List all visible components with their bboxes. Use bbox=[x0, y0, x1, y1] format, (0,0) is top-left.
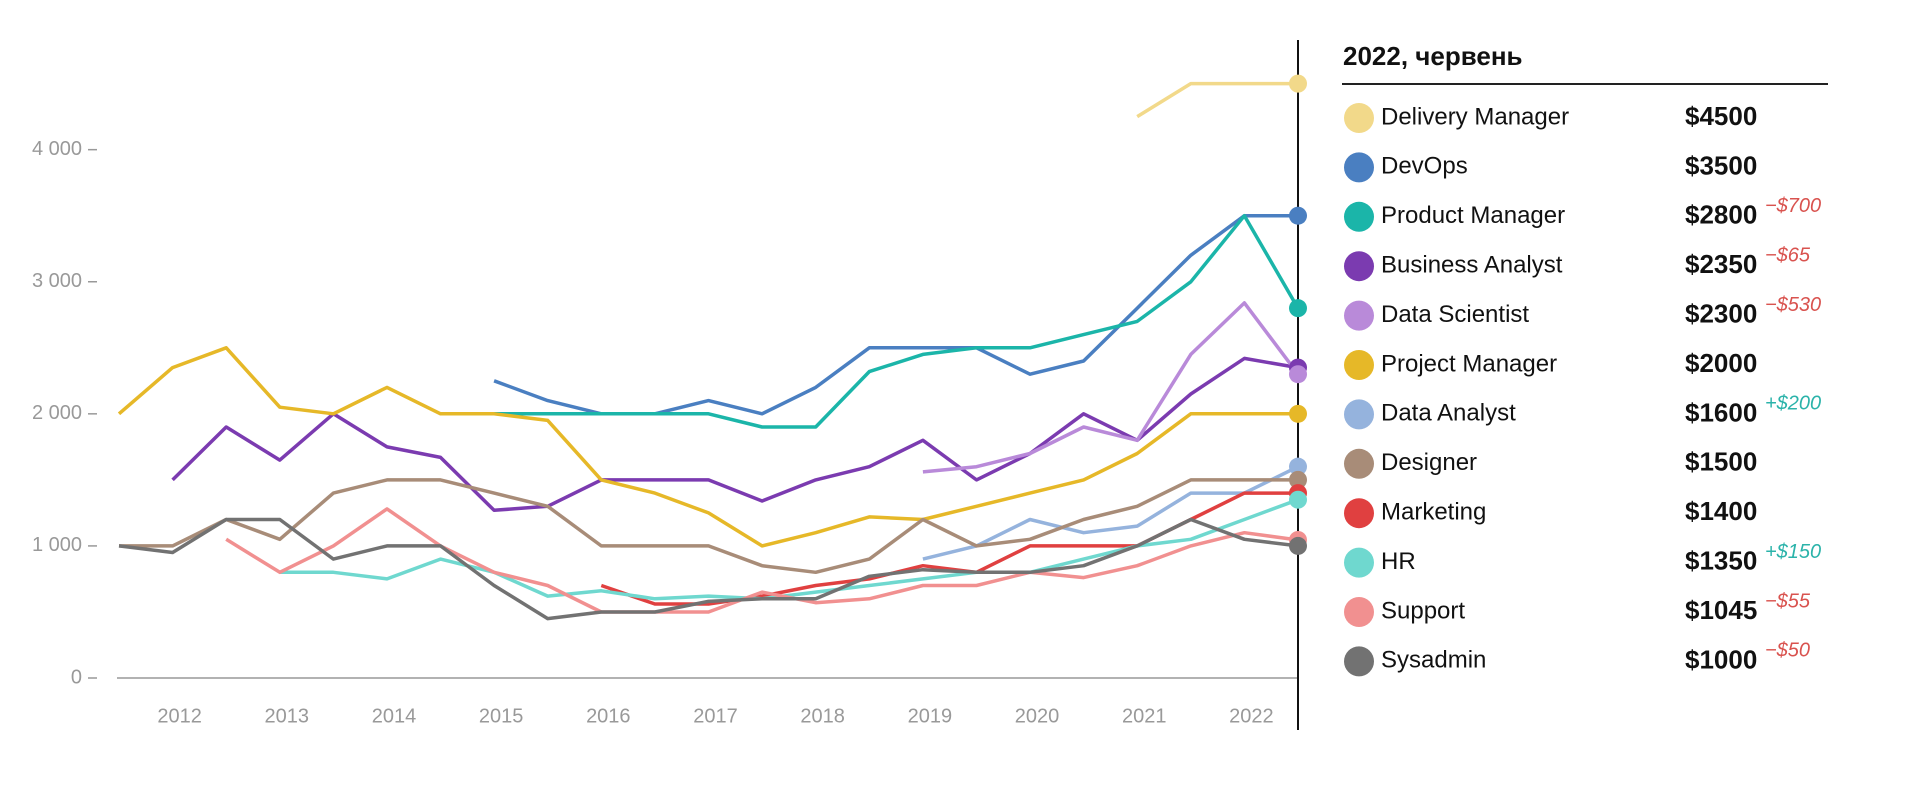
y-tick-label: 2 000 bbox=[32, 402, 82, 424]
legend-swatch bbox=[1344, 152, 1374, 183]
legend-change: −$700 bbox=[1765, 195, 1821, 217]
legend-value: $4500 bbox=[1685, 101, 1757, 131]
series-line bbox=[171, 356, 1299, 513]
legend-value: $2300 bbox=[1685, 298, 1757, 328]
legend-change: −$55 bbox=[1765, 590, 1811, 612]
x-tick-label: 2020 bbox=[1015, 705, 1060, 727]
legend-value: $1600 bbox=[1685, 397, 1757, 427]
legend-value: $2000 bbox=[1685, 348, 1757, 378]
end-marker bbox=[1289, 404, 1307, 423]
legend-label: Delivery Manager bbox=[1381, 103, 1569, 130]
x-tick-label: 2022 bbox=[1229, 705, 1274, 727]
legend-label: Data Analyst bbox=[1381, 400, 1516, 427]
legend-swatch bbox=[1344, 201, 1374, 232]
x-tick-label: 2018 bbox=[800, 705, 845, 727]
series-line bbox=[225, 507, 1299, 614]
y-tick-label: 3 000 bbox=[32, 270, 82, 292]
legend-change: −$530 bbox=[1765, 294, 1821, 316]
legend-swatch bbox=[1344, 300, 1374, 331]
legend-swatch bbox=[1344, 399, 1374, 430]
x-tick-label: 2016 bbox=[586, 705, 631, 727]
end-marker bbox=[1289, 206, 1307, 225]
legend-label: Marketing bbox=[1381, 499, 1486, 526]
x-tick-label: 2013 bbox=[265, 705, 310, 727]
y-tick-label: 4 000 bbox=[32, 138, 82, 160]
x-tick-label: 2015 bbox=[479, 705, 524, 727]
series-line bbox=[922, 465, 1299, 561]
series-line bbox=[1136, 81, 1298, 119]
series-line bbox=[119, 478, 1298, 575]
legend-swatch bbox=[1344, 103, 1374, 133]
legend-label: Product Manager bbox=[1381, 202, 1565, 229]
legend-value: $1400 bbox=[1685, 496, 1757, 526]
legend-value: $1000 bbox=[1685, 644, 1757, 674]
legend-swatch bbox=[1344, 251, 1374, 282]
x-tick-label: 2017 bbox=[693, 705, 738, 727]
legend-label: DevOps bbox=[1381, 153, 1468, 180]
legend-change: +$200 bbox=[1765, 393, 1821, 415]
legend-value: $3500 bbox=[1685, 150, 1757, 180]
legend-label: Designer bbox=[1381, 449, 1477, 476]
x-tick-label: 2019 bbox=[908, 705, 953, 727]
end-marker bbox=[1289, 365, 1307, 384]
series-line bbox=[493, 213, 1298, 416]
legend-swatch bbox=[1344, 448, 1374, 479]
y-tick-label: 0 bbox=[71, 666, 82, 688]
legend-label: Data Scientist bbox=[1381, 301, 1529, 328]
legend-swatch bbox=[1344, 547, 1374, 578]
x-tick-label: 2012 bbox=[157, 705, 202, 727]
legend-label: Project Manager bbox=[1381, 350, 1557, 377]
legend-value: $1500 bbox=[1685, 447, 1757, 477]
end-marker bbox=[1289, 470, 1307, 489]
legend-swatch bbox=[1344, 646, 1374, 677]
y-tick-label: 1 000 bbox=[32, 534, 82, 556]
series-line bbox=[117, 346, 1298, 548]
series-line bbox=[279, 498, 1299, 601]
legend-label: Business Analyst bbox=[1381, 252, 1563, 279]
end-marker bbox=[1289, 536, 1307, 555]
legend-change: −$65 bbox=[1765, 244, 1811, 266]
series-line bbox=[922, 301, 1300, 474]
legend-value: $2800 bbox=[1685, 200, 1757, 230]
x-tick-label: 2014 bbox=[372, 705, 417, 727]
legend-value: $2350 bbox=[1685, 249, 1757, 279]
legend-label: Support bbox=[1381, 597, 1465, 624]
series-line bbox=[600, 491, 1298, 606]
end-marker bbox=[1289, 299, 1307, 318]
legend-change: −$50 bbox=[1765, 640, 1810, 662]
legend-change: +$150 bbox=[1765, 541, 1821, 563]
series-line bbox=[118, 517, 1299, 621]
x-tick-label: 2021 bbox=[1122, 705, 1167, 727]
legend-swatch bbox=[1344, 350, 1374, 380]
legend-value: $1350 bbox=[1685, 545, 1757, 575]
legend-swatch bbox=[1344, 498, 1374, 529]
legend-title: 2022, червень bbox=[1343, 41, 1523, 71]
legend-swatch bbox=[1344, 597, 1374, 627]
legend-label: HR bbox=[1381, 548, 1416, 575]
series-line bbox=[494, 213, 1300, 429]
end-marker bbox=[1289, 490, 1307, 509]
end-marker bbox=[1289, 74, 1307, 93]
end-marker bbox=[1289, 457, 1307, 476]
legend-value: $1045 bbox=[1685, 595, 1757, 625]
legend-label: Sysadmin bbox=[1381, 647, 1486, 674]
